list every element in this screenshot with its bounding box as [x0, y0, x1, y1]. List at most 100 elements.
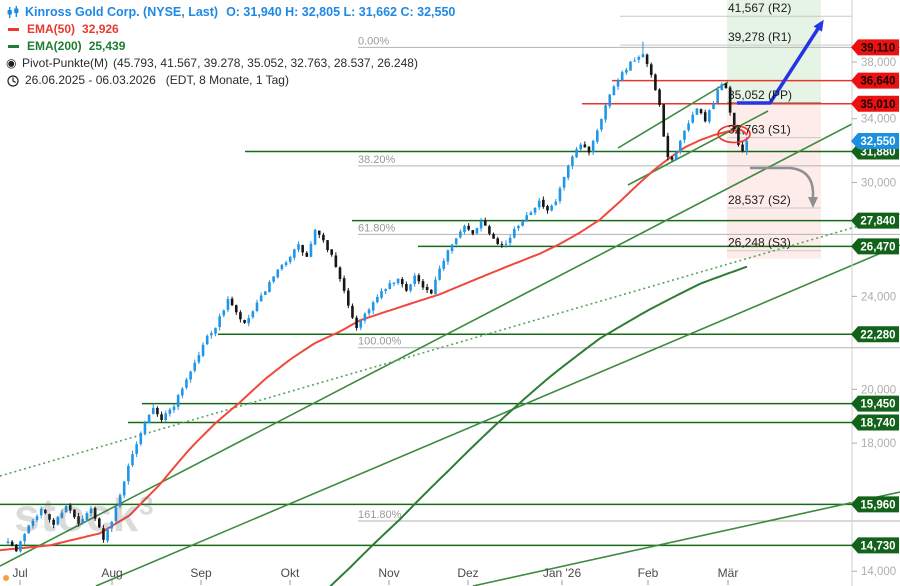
candle-body[interactable] — [583, 144, 587, 148]
candle-body[interactable] — [716, 89, 719, 104]
candle-body[interactable] — [81, 519, 84, 523]
x-axis-month-label[interactable]: Dez — [457, 566, 478, 580]
candle-body[interactable] — [712, 103, 715, 110]
y-axis-tick-label[interactable]: 34,000 — [861, 114, 896, 126]
candle-body[interactable] — [89, 508, 93, 513]
candle-body[interactable] — [371, 302, 375, 311]
candle-body[interactable] — [44, 509, 47, 514]
x-axis-month-label[interactable]: Nov — [378, 566, 399, 580]
candle-body[interactable] — [508, 237, 512, 243]
candle-body[interactable] — [56, 516, 60, 525]
candle-body[interactable] — [338, 267, 342, 279]
candle-body[interactable] — [35, 516, 39, 520]
ema200-legend-row[interactable]: EMA(200) 25,439 — [6, 38, 455, 55]
candle-body[interactable] — [351, 305, 354, 318]
candle-body[interactable] — [492, 233, 495, 239]
candle-body[interactable] — [554, 201, 558, 205]
candle-body[interactable] — [272, 276, 275, 282]
candle-body[interactable] — [608, 94, 612, 107]
candle-body[interactable] — [342, 278, 346, 291]
candle-body[interactable] — [276, 269, 280, 278]
candle-body[interactable] — [93, 508, 97, 519]
candle-body[interactable] — [110, 521, 114, 529]
candle-body[interactable] — [255, 302, 259, 312]
candle-body[interactable] — [446, 250, 450, 262]
ema200-curve[interactable] — [315, 265, 748, 586]
y-axis-tick-label[interactable]: 24,000 — [861, 291, 896, 303]
candle-body[interactable] — [392, 282, 396, 284]
candle-body[interactable] — [73, 509, 76, 518]
candle-body[interactable] — [654, 74, 657, 91]
trend-line[interactable] — [472, 491, 900, 586]
candle-body[interactable] — [106, 529, 109, 541]
candle-body[interactable] — [600, 118, 603, 130]
candle-body[interactable] — [309, 243, 313, 257]
candle-body[interactable] — [239, 312, 242, 320]
price-axis-badge[interactable]: 36,640 — [851, 72, 899, 89]
candle-body[interactable] — [172, 406, 176, 410]
candle-body[interactable] — [537, 200, 541, 208]
price-axis-badge[interactable]: 27,840 — [851, 212, 899, 229]
candle-body[interactable] — [521, 221, 524, 226]
x-axis-month-label[interactable]: Mär — [718, 566, 739, 580]
candle-body[interactable] — [425, 287, 429, 290]
candle-body[interactable] — [645, 54, 649, 65]
bearish-projection-arrow[interactable] — [750, 166, 818, 208]
candle-body[interactable] — [525, 215, 529, 221]
candle-body[interactable] — [670, 157, 674, 160]
candle-body[interactable] — [114, 507, 118, 522]
candle-body[interactable] — [251, 311, 255, 318]
candle-body[interactable] — [720, 84, 724, 91]
candle-body[interactable] — [293, 249, 296, 258]
candle-body[interactable] — [168, 409, 172, 414]
candle-body[interactable] — [542, 199, 545, 207]
candle-body[interactable] — [579, 144, 582, 150]
candle-body[interactable] — [15, 544, 18, 552]
candle-body[interactable] — [376, 296, 379, 303]
candle-body[interactable] — [504, 243, 508, 245]
candle-body[interactable] — [620, 72, 624, 81]
candle-body[interactable] — [280, 264, 284, 270]
candle-body[interactable] — [687, 123, 690, 131]
candle-body[interactable] — [467, 225, 470, 230]
candle-body[interactable] — [367, 309, 371, 314]
y-axis-tick-label[interactable]: 18,000 — [861, 438, 896, 450]
candle-body[interactable] — [591, 140, 595, 153]
candle-body[interactable] — [471, 230, 475, 234]
candle-body[interactable] — [222, 310, 226, 316]
x-axis-month-label[interactable]: Aug — [101, 566, 122, 580]
candle-body[interactable] — [454, 238, 458, 245]
candle-body[interactable] — [181, 388, 184, 396]
price-axis-badge[interactable]: 22,280 — [851, 326, 899, 343]
candle-body[interactable] — [434, 279, 437, 295]
candle-body[interactable] — [147, 414, 151, 424]
price-axis-badge[interactable]: 18,740 — [851, 414, 899, 431]
candle-body[interactable] — [546, 206, 549, 211]
candle-body[interactable] — [264, 291, 267, 295]
candle-body[interactable] — [326, 240, 329, 250]
candle-body[interactable] — [102, 528, 105, 540]
candle-body[interactable] — [143, 422, 147, 434]
price-axis-badge[interactable]: 35,010 — [851, 95, 899, 112]
candle-body[interactable] — [131, 454, 134, 466]
candle-body[interactable] — [728, 87, 732, 113]
candle-body[interactable] — [483, 220, 487, 226]
candle-body[interactable] — [214, 327, 217, 334]
candle-body[interactable] — [616, 80, 620, 87]
candle-body[interactable] — [666, 135, 670, 158]
candle-body[interactable] — [297, 244, 300, 250]
candle-body[interactable] — [633, 60, 636, 62]
candle-body[interactable] — [703, 112, 707, 122]
date-range-row[interactable]: 26.06.2025 - 06.03.2026 (EDT, 8 Monate, … — [6, 72, 455, 89]
candle-body[interactable] — [6, 541, 10, 544]
candle-body[interactable] — [68, 505, 72, 511]
candle-body[interactable] — [699, 109, 703, 114]
candle-body[interactable] — [185, 379, 188, 388]
price-axis-badge[interactable]: 26,470 — [851, 238, 899, 255]
candle-body[interactable] — [550, 205, 553, 211]
candle-body[interactable] — [201, 344, 205, 356]
candle-body[interactable] — [197, 355, 201, 363]
x-axis-month-label[interactable]: Feb — [638, 566, 659, 580]
candle-body[interactable] — [164, 413, 167, 420]
price-axis-badge[interactable]: 32,550 — [851, 132, 899, 149]
